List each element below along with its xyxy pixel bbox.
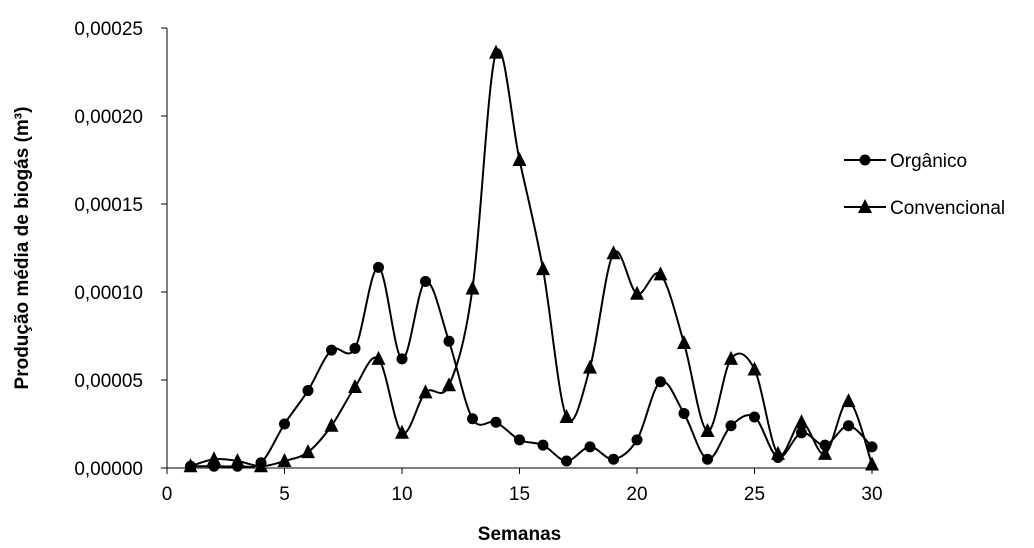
legend-label: Orgânico: [890, 151, 967, 172]
data-point-convencional: [301, 444, 315, 459]
x-tick-label: 0: [162, 484, 173, 505]
data-point-organico: [561, 455, 572, 467]
data-point-organico: [631, 434, 643, 446]
data-point-convencional: [724, 350, 738, 365]
legend: Orgânico Convencional: [844, 151, 1005, 219]
data-point-organico: [349, 342, 361, 354]
data-point-convencional: [841, 393, 856, 408]
y-tick-label: 0,00020: [74, 107, 143, 128]
legend-marker-organico: [859, 154, 871, 166]
data-point-convencional: [606, 245, 621, 260]
data-point-organico: [302, 385, 314, 397]
data-point-organico: [796, 427, 807, 439]
x-tick-label: 5: [279, 484, 290, 505]
data-point-convencional: [630, 285, 644, 300]
data-point-organico: [702, 453, 713, 465]
data-point-convencional: [700, 423, 715, 438]
series-line-convencional: [190, 48, 873, 468]
data-point-convencional: [677, 335, 691, 350]
data-point-convencional: [254, 458, 268, 473]
legend-item-convencional: Convencional: [844, 198, 1005, 219]
data-point-convencional: [348, 379, 362, 394]
y-tick-label: 0,00000: [74, 459, 143, 480]
y-tick-label: 0,00005: [74, 371, 143, 392]
data-point-convencional: [865, 456, 879, 471]
series-line-organico: [190, 266, 873, 468]
data-point-organico: [396, 353, 408, 365]
data-point-convencional: [418, 384, 433, 399]
x-tick-label: 10: [391, 484, 412, 505]
data-point-organico: [608, 453, 619, 465]
data-point-organico: [514, 434, 525, 446]
data-point-convencional: [536, 261, 550, 276]
legend-marker-convencional: [858, 199, 872, 213]
axes: [166, 28, 872, 469]
legend-item-organico: Orgânico: [844, 151, 967, 172]
x-tick-label: 25: [744, 484, 765, 505]
data-point-convencional: [442, 377, 456, 392]
data-point-convencional: [583, 359, 597, 374]
series-convencional: [183, 44, 879, 473]
data-point-organico: [537, 439, 549, 451]
data-point-organico: [490, 416, 502, 428]
data-point-convencional: [277, 452, 292, 467]
data-point-convencional: [395, 424, 409, 439]
data-point-organico: [725, 420, 737, 432]
data-point-convencional: [771, 445, 785, 460]
data-point-convencional: [230, 452, 245, 467]
data-point-organico: [279, 418, 290, 430]
data-point-convencional: [371, 350, 386, 365]
data-point-organico: [326, 344, 337, 356]
data-point-organico: [819, 439, 831, 451]
data-point-convencional: [512, 152, 527, 166]
x-tick-label: 20: [626, 484, 647, 505]
data-point-organico: [749, 411, 760, 423]
data-point-convencional: [794, 414, 809, 429]
y-tick-label: 0,00010: [74, 283, 143, 304]
data-point-convencional: [747, 361, 762, 376]
x-tick-label: 30: [861, 484, 882, 505]
x-axis-title: Semanas: [478, 524, 561, 545]
data-point-convencional: [818, 445, 832, 460]
data-point-convencional: [489, 44, 503, 59]
y-tick-label: 0,00015: [74, 195, 143, 216]
y-axis-title: Produção média de biogás (m³): [12, 107, 33, 390]
data-point-organico: [655, 376, 666, 388]
ticks: 0,00000 0,00005 0,00010 0,00015 0,00020 0,000…: [74, 19, 882, 505]
data-point-convencional: [653, 266, 668, 281]
data-point-convencional: [183, 458, 198, 473]
data-point-organico: [373, 261, 384, 273]
series-organico: [185, 261, 878, 472]
data-point-convencional: [465, 280, 480, 295]
data-point-organico: [467, 413, 478, 425]
series-layer: [183, 44, 879, 473]
data-point-convencional: [324, 417, 339, 432]
legend-label: Convencional: [890, 198, 1005, 219]
data-point-organico: [420, 275, 431, 287]
data-point-organico: [678, 407, 690, 419]
x-tick-label: 15: [509, 484, 530, 505]
data-point-convencional: [559, 408, 574, 423]
y-tick-label: 0,00025: [74, 19, 143, 40]
data-point-organico: [443, 335, 455, 347]
data-point-convencional: [207, 451, 221, 466]
data-point-organico: [866, 441, 878, 453]
data-point-organico: [843, 420, 854, 432]
data-point-organico: [584, 441, 596, 453]
